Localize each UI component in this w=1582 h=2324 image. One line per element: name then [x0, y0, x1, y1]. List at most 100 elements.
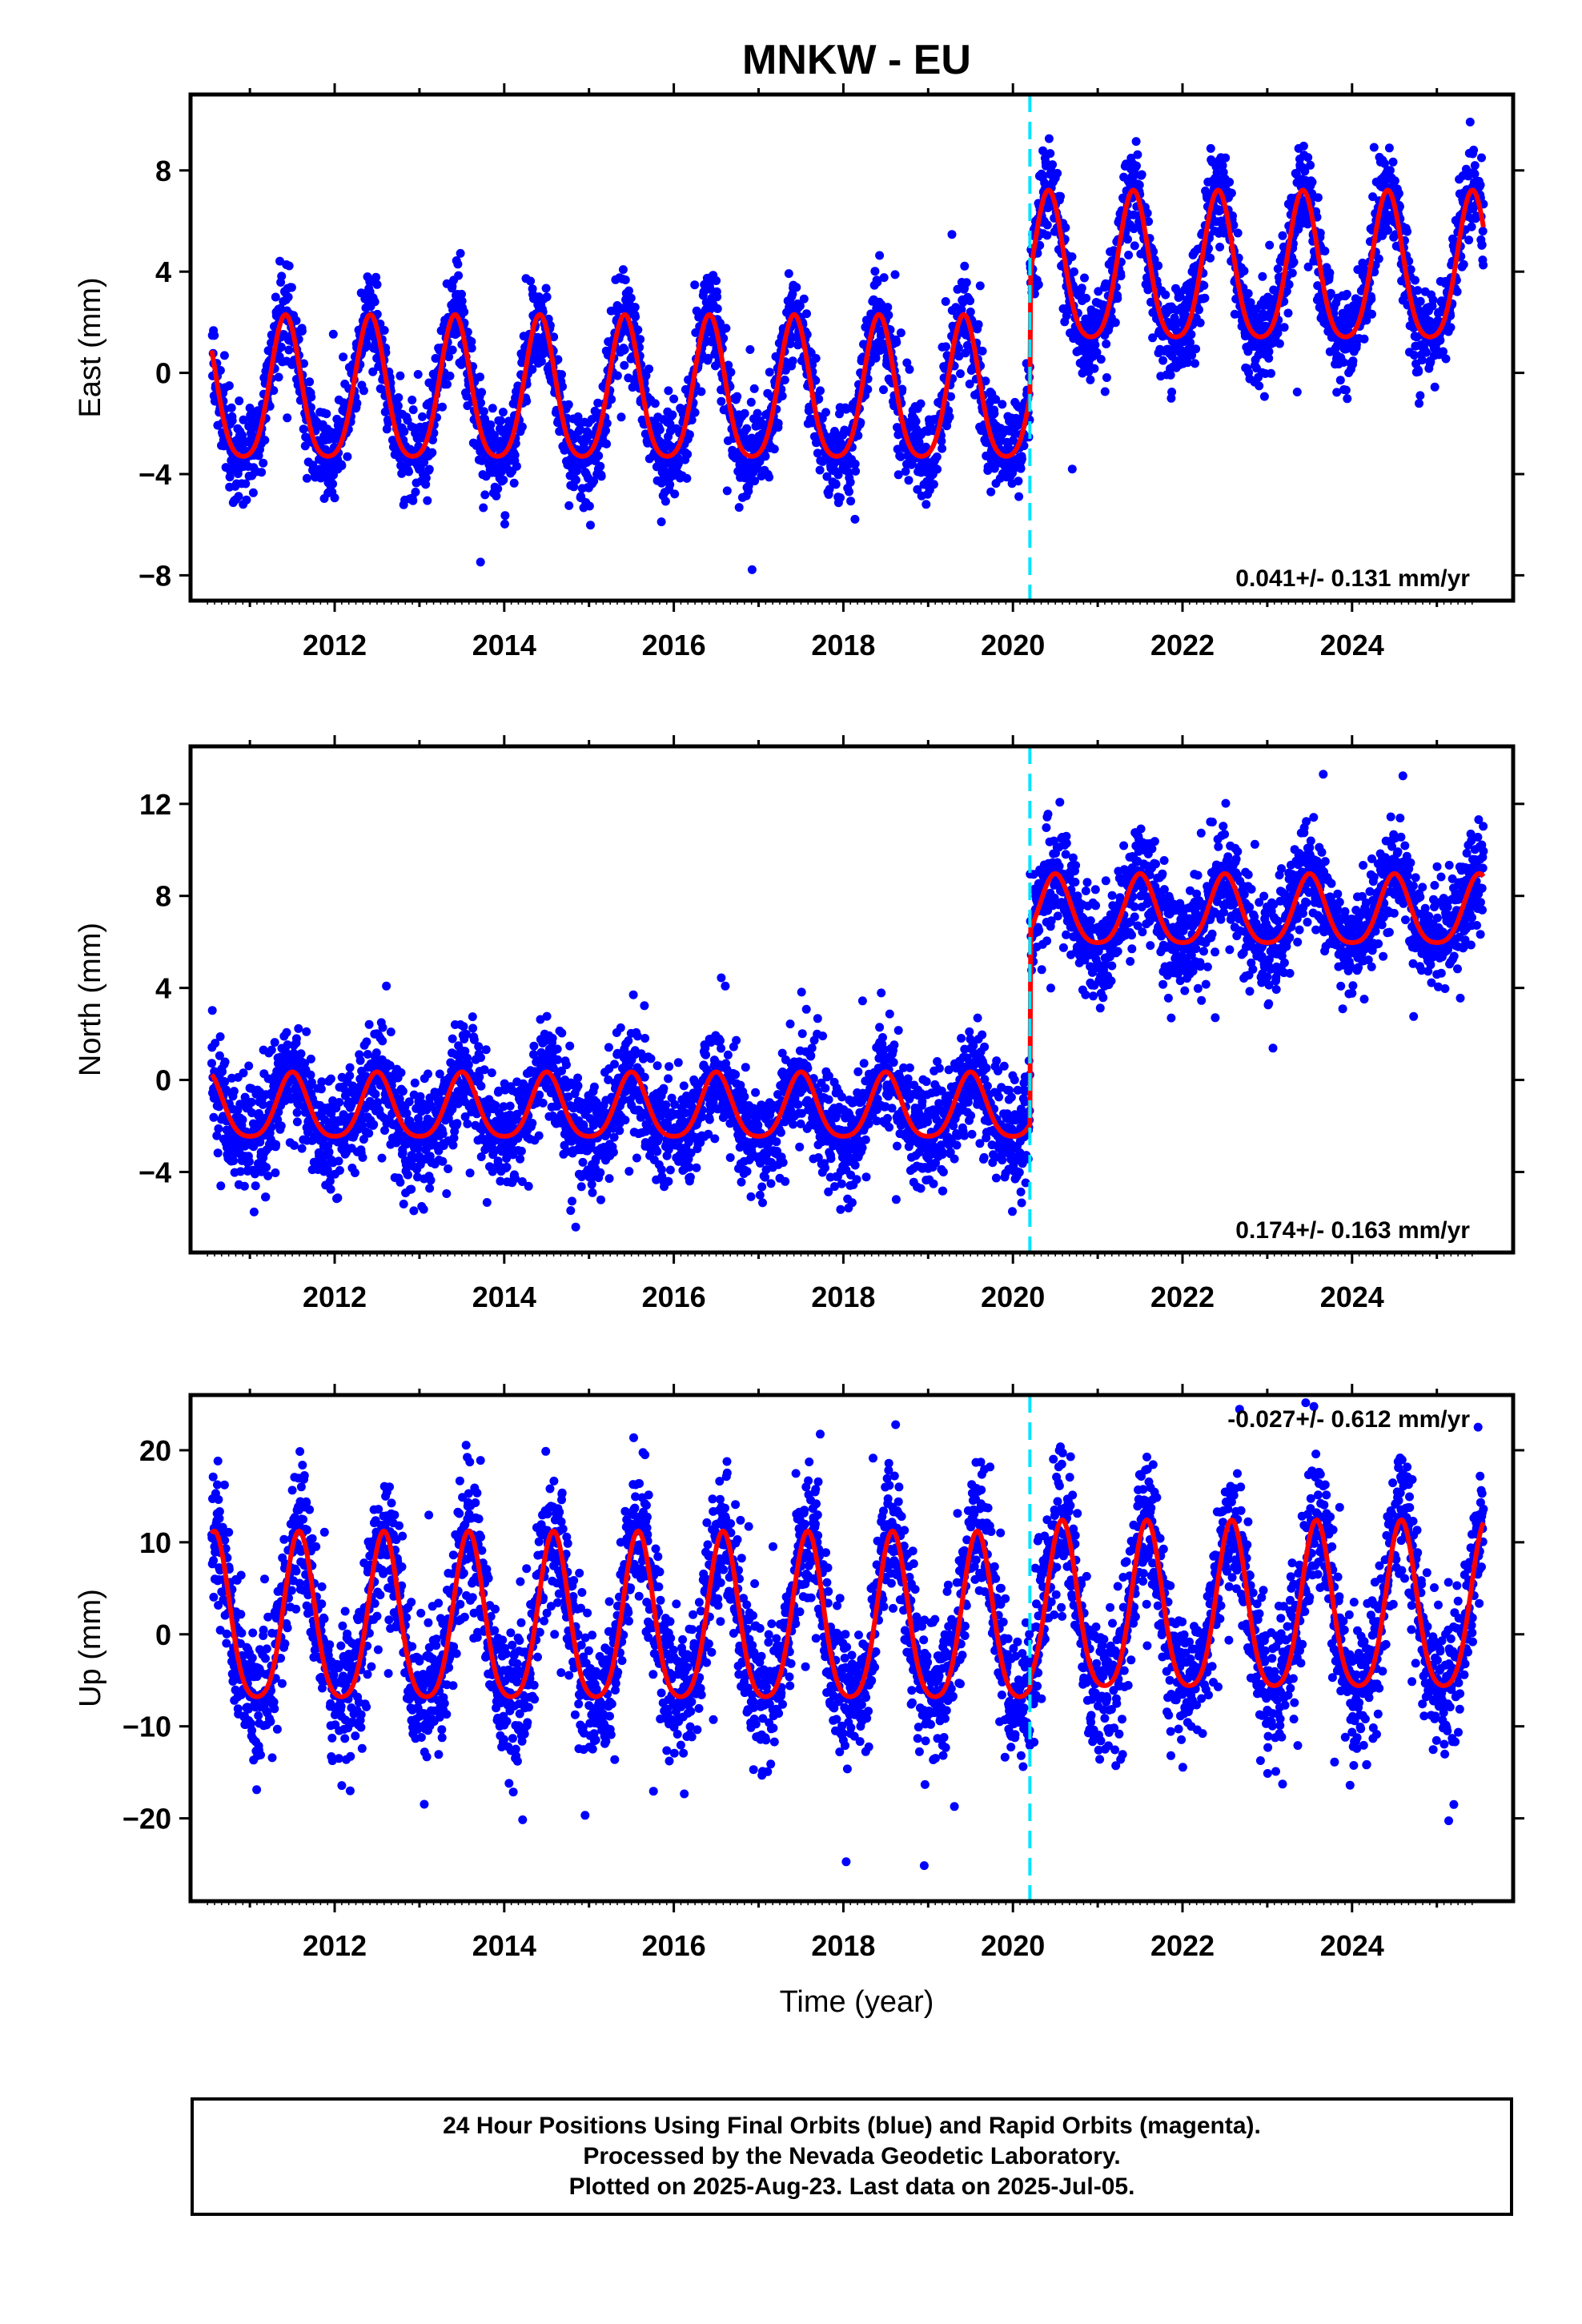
data-point [335, 1098, 344, 1107]
data-point [856, 418, 865, 428]
data-point [1289, 257, 1299, 267]
data-point [593, 398, 603, 408]
data-point [1367, 309, 1376, 319]
data-point [713, 304, 722, 313]
y-tick-label: 8 [155, 155, 171, 187]
x-tick-label: 2018 [811, 629, 875, 661]
data-point [294, 1023, 303, 1033]
data-point [378, 1036, 387, 1046]
data-point [291, 1034, 301, 1043]
data-point [277, 271, 287, 281]
data-point [1191, 344, 1201, 354]
data-point [271, 1140, 281, 1149]
data-point [1477, 240, 1487, 250]
data-point [404, 467, 413, 476]
data-point [879, 385, 888, 395]
data-point [1206, 143, 1215, 153]
x-tick-label: 2016 [642, 629, 706, 661]
data-point [460, 308, 469, 316]
data-point [267, 1045, 276, 1055]
data-point [986, 487, 996, 497]
data-point [1287, 268, 1297, 278]
data-point [492, 491, 501, 501]
data-point [1313, 193, 1323, 203]
data-point [661, 497, 670, 506]
data-point [224, 381, 234, 391]
data-point [998, 400, 1007, 409]
data-point [443, 380, 452, 389]
data-point [697, 387, 706, 396]
data-point [488, 404, 497, 413]
data-point [601, 426, 610, 436]
data-point [307, 392, 316, 402]
data-point [933, 464, 942, 474]
data-point [1161, 290, 1170, 300]
y-tick-label: −8 [139, 559, 171, 592]
data-point [665, 480, 675, 489]
data-point [248, 488, 258, 497]
data-point [1342, 289, 1351, 299]
data-point [453, 259, 463, 269]
data-point [892, 338, 901, 347]
data-point [284, 261, 294, 271]
data-point [602, 439, 612, 448]
data-point [479, 407, 488, 416]
data-point [1441, 354, 1451, 364]
data-point [620, 360, 629, 370]
data-point [1479, 260, 1488, 270]
data-point [1278, 231, 1287, 240]
data-point [1206, 253, 1215, 263]
data-point [229, 1087, 239, 1096]
data-point [942, 342, 950, 352]
data-point [257, 468, 267, 477]
data-point [636, 335, 645, 344]
data-point [875, 251, 885, 260]
data-point [480, 490, 490, 500]
data-point [573, 417, 583, 427]
data-point [364, 1019, 374, 1029]
data-point [245, 404, 255, 412]
data-point [371, 1048, 381, 1058]
data-point [825, 485, 834, 494]
data-point [234, 492, 243, 501]
data-point [1243, 289, 1253, 298]
data-point [784, 269, 793, 279]
data-point [510, 450, 520, 460]
data-point [517, 422, 527, 432]
data-point [372, 279, 382, 289]
data-point [1042, 220, 1052, 230]
data-point [616, 412, 626, 422]
data-point [242, 495, 251, 505]
data-point [726, 368, 736, 377]
data-point [1158, 356, 1168, 365]
data-point [448, 345, 457, 355]
data-point [777, 392, 787, 400]
data-point [1044, 134, 1054, 143]
data-point [1077, 283, 1086, 293]
data-point [541, 283, 551, 293]
data-point [668, 410, 677, 420]
data-point [244, 1157, 254, 1166]
data-point [1102, 340, 1111, 348]
data-point [941, 297, 950, 306]
data-point [816, 386, 825, 396]
data-point [841, 404, 851, 414]
data-point [1415, 296, 1425, 306]
data-point [1275, 339, 1284, 348]
data-point [305, 377, 315, 387]
data-point [799, 294, 809, 304]
data-point [1415, 399, 1423, 408]
data-point [564, 501, 574, 510]
data-point [291, 316, 301, 325]
data-point [275, 256, 284, 266]
data-point [883, 303, 893, 312]
data-point [916, 399, 926, 408]
data-point [292, 1108, 302, 1117]
data-point [207, 1006, 217, 1015]
data-point [1215, 243, 1225, 251]
data-point [769, 444, 779, 454]
data-point [359, 386, 368, 396]
data-points [207, 117, 1488, 574]
data-point [1200, 293, 1210, 303]
y-tick-label: −4 [139, 458, 171, 491]
